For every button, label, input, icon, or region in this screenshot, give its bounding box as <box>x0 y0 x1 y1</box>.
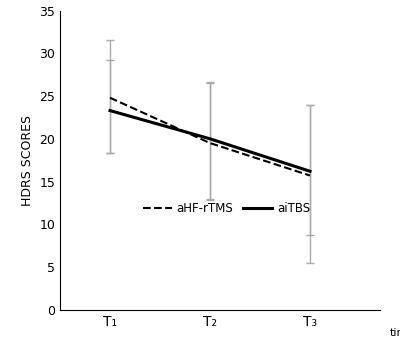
Y-axis label: HDRS SCORES: HDRS SCORES <box>21 115 34 206</box>
X-axis label: time: time <box>390 328 400 338</box>
Legend: aHF-rTMS, aiTBS: aHF-rTMS, aiTBS <box>138 197 315 220</box>
